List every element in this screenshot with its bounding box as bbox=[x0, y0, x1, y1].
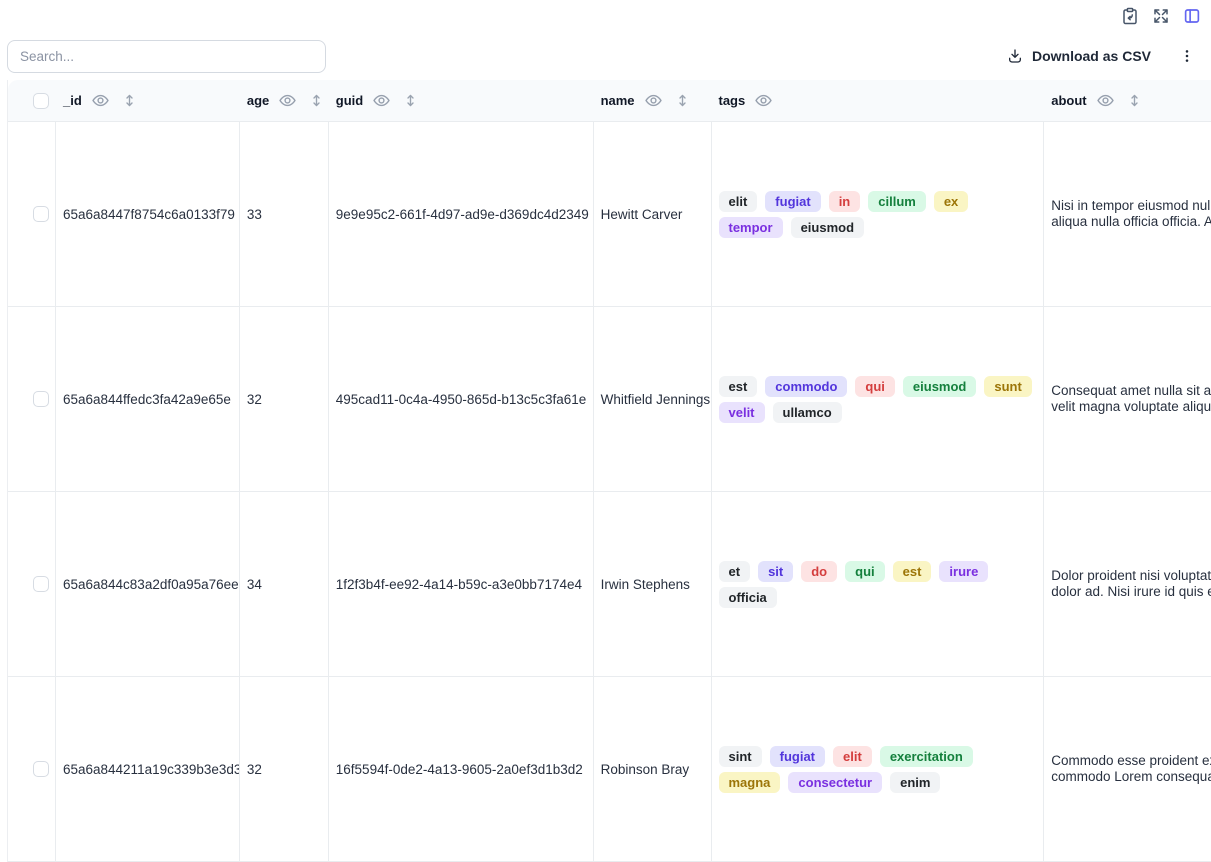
column-label: guid bbox=[335, 93, 364, 108]
table-row: 65a6a844ffedc3fa42a9e65e 32 495cad11-0c4… bbox=[8, 307, 1211, 492]
row-checkbox[interactable] bbox=[33, 391, 49, 407]
top-icon-bar bbox=[0, 0, 1211, 32]
cell-age: 32 bbox=[246, 391, 262, 407]
tag-pill: fugiat bbox=[769, 745, 826, 767]
data-grid: _id age guid name tags about bbox=[7, 80, 1211, 862]
tag-pill: eiusmod bbox=[790, 216, 865, 238]
eye-icon[interactable] bbox=[92, 92, 109, 109]
table-header: _id age guid name tags about bbox=[8, 80, 1211, 122]
cell-tags: et sit do qui est irure officia bbox=[718, 559, 1036, 610]
tag-pill: fugiat bbox=[765, 190, 821, 212]
cell-guid: 1f2f3b4f-ee92-4a14-b59c-a3e0bb7174e4 bbox=[335, 576, 582, 592]
tag-pill: consectetur bbox=[788, 771, 883, 793]
cell-name: Irwin Stephens bbox=[600, 576, 690, 592]
eye-icon[interactable] bbox=[373, 92, 390, 109]
column-header-id: _id bbox=[56, 80, 240, 121]
tag-pill: do bbox=[801, 560, 838, 582]
tag-pill: qui bbox=[845, 560, 885, 582]
column-label: name bbox=[600, 93, 635, 108]
sort-icon[interactable] bbox=[1127, 92, 1142, 109]
cell-tags: elit fugiat in cillum ex tempor eiusmod bbox=[718, 189, 1036, 240]
download-label: Download as CSV bbox=[1031, 48, 1151, 64]
cell-age: 32 bbox=[246, 761, 262, 777]
download-csv-button[interactable]: Download as CSV bbox=[1007, 48, 1151, 64]
tag-pill: officia bbox=[718, 586, 777, 608]
cell-age: 34 bbox=[246, 576, 262, 592]
table-row: 65a6a844211a19c339b3e3d3 32 16f5594f-0de… bbox=[8, 677, 1211, 862]
cell-guid: 495cad11-0c4a-4950-865d-b13c5c3fa61e bbox=[335, 391, 587, 407]
sort-icon[interactable] bbox=[675, 92, 690, 109]
tag-pill: eiusmod bbox=[902, 375, 977, 397]
row-checkbox[interactable] bbox=[33, 761, 49, 777]
tag-pill: elit bbox=[718, 190, 758, 212]
table-row: 65a6a844c83a2df0a95a76ee 34 1f2f3b4f-ee9… bbox=[8, 492, 1211, 677]
cell-name: Hewitt Carver bbox=[600, 206, 683, 222]
tag-pill: sint bbox=[718, 745, 762, 767]
tag-pill: sunt bbox=[984, 375, 1032, 397]
row-checkbox[interactable] bbox=[33, 206, 49, 222]
cell-about: Nisi in tempor eiusmod null aliqua nulla… bbox=[1051, 198, 1211, 229]
tag-pill: est bbox=[892, 560, 932, 582]
cell-guid: 9e9e95c2-661f-4d97-ad9e-d369dc4d2349 bbox=[335, 206, 589, 222]
sort-icon[interactable] bbox=[122, 92, 137, 109]
tag-pill: cillum bbox=[868, 190, 926, 212]
kebab-menu-icon[interactable] bbox=[1177, 45, 1197, 67]
tag-pill: qui bbox=[855, 375, 895, 397]
column-header-tags: tags bbox=[712, 80, 1045, 121]
cell-name: Whitfield Jennings bbox=[600, 391, 711, 407]
tag-pill: enim bbox=[890, 771, 941, 793]
download-icon bbox=[1007, 48, 1023, 64]
eye-icon[interactable] bbox=[279, 92, 297, 109]
column-label: age bbox=[246, 93, 270, 108]
column-header-about: about bbox=[1044, 80, 1211, 121]
cell-guid: 16f5594f-0de2-4a13-9605-2a0ef3d1b3d2 bbox=[335, 761, 583, 777]
tag-pill: exercitation bbox=[879, 745, 973, 767]
clipboard-icon[interactable] bbox=[1121, 7, 1139, 25]
table-body: 65a6a8447f8754c6a0133f79 33 9e9e95c2-661… bbox=[8, 122, 1211, 862]
select-all-checkbox[interactable] bbox=[33, 92, 49, 109]
tag-pill: commodo bbox=[765, 375, 848, 397]
column-header-age: age bbox=[240, 80, 329, 121]
tag-pill: ex bbox=[933, 190, 969, 212]
tag-pill: tempor bbox=[718, 216, 783, 238]
cell-id: 65a6a844c83a2df0a95a76ee bbox=[62, 576, 239, 592]
tag-pill: sit bbox=[758, 560, 794, 582]
row-checkbox[interactable] bbox=[33, 576, 49, 592]
table-view-icon[interactable] bbox=[1183, 7, 1201, 25]
table-row: 65a6a8447f8754c6a0133f79 33 9e9e95c2-661… bbox=[8, 122, 1211, 307]
cell-id: 65a6a8447f8754c6a0133f79 bbox=[62, 206, 235, 222]
eye-icon[interactable] bbox=[1096, 92, 1114, 109]
tag-pill: elit bbox=[833, 745, 872, 767]
cell-id: 65a6a844211a19c339b3e3d3 bbox=[62, 761, 240, 777]
sort-icon[interactable] bbox=[309, 92, 324, 109]
tag-pill: ullamco bbox=[772, 401, 842, 423]
toolbar: Download as CSV bbox=[0, 32, 1211, 80]
tag-pill: et bbox=[718, 560, 751, 582]
column-label: about bbox=[1051, 93, 1087, 108]
column-label: _id bbox=[62, 93, 82, 108]
column-label: tags bbox=[718, 93, 746, 108]
cell-name: Robinson Bray bbox=[600, 761, 690, 777]
tag-pill: irure bbox=[939, 560, 989, 582]
tag-pill: velit bbox=[718, 401, 765, 423]
eye-icon[interactable] bbox=[644, 92, 662, 109]
cell-about: Commodo esse proident ex commodo Lorem c… bbox=[1051, 753, 1211, 784]
expand-icon[interactable] bbox=[1152, 7, 1170, 25]
cell-tags: est commodo qui eiusmod sunt velit ullamco bbox=[718, 374, 1036, 425]
eye-icon[interactable] bbox=[755, 92, 772, 109]
tag-pill: in bbox=[828, 190, 861, 212]
tag-pill: est bbox=[718, 375, 758, 397]
cell-id: 65a6a844ffedc3fa42a9e65e bbox=[62, 391, 231, 407]
column-header-guid: guid bbox=[329, 80, 594, 121]
tag-pill: magna bbox=[718, 771, 781, 793]
search-input[interactable] bbox=[7, 39, 326, 73]
cell-about: Dolor proident nisi voluptat dolor ad. N… bbox=[1051, 568, 1211, 599]
cell-age: 33 bbox=[246, 206, 262, 222]
column-header-name: name bbox=[594, 80, 712, 121]
cell-tags: sint fugiat elit exercitation magna consectet… bbox=[718, 744, 1036, 795]
cell-about: Consequat amet nulla sit au velit magna … bbox=[1051, 383, 1211, 414]
sort-icon[interactable] bbox=[403, 92, 418, 109]
